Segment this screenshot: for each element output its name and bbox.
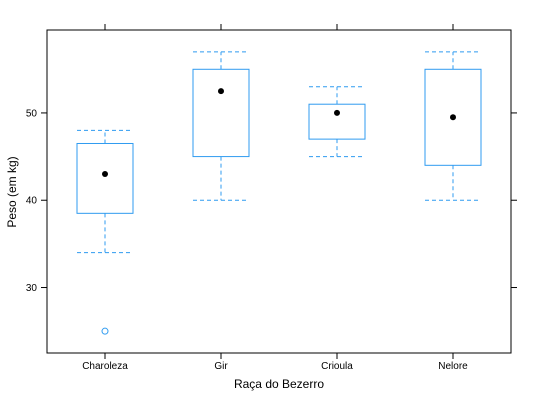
- mean-dot: [102, 171, 108, 178]
- chart-axes: Charoleza Gir Crioula Nelore 30 40 50: [26, 24, 517, 372]
- box-group-nelore: [424, 51, 482, 201]
- box-iqr: [192, 68, 250, 158]
- box-group-charoleza: [76, 129, 134, 335]
- y-tick-label: 40: [26, 196, 38, 207]
- chart-marks: [76, 51, 482, 335]
- box-group-gir: [192, 51, 250, 201]
- y-tick-label: 50: [26, 108, 38, 119]
- y-tick-label: 30: [26, 283, 38, 294]
- mean-dot: [334, 109, 340, 116]
- x-tick-label: Nelore: [438, 361, 468, 372]
- outlier-point: [101, 327, 109, 335]
- box-iqr: [76, 142, 134, 214]
- mean-dot: [450, 114, 456, 121]
- plot-frame: [46, 29, 512, 354]
- x-tick-label: Gir: [214, 361, 228, 372]
- box-group-crioula: [308, 86, 366, 158]
- x-tick-label: Crioula: [321, 361, 353, 372]
- y-axis-label: Peso (em kg): [5, 156, 19, 227]
- box-iqr: [424, 68, 482, 166]
- x-tick-label: Charoleza: [82, 361, 128, 372]
- x-axis-label: Raça do Bezerro: [234, 377, 324, 391]
- mean-dot: [218, 88, 224, 95]
- box-iqr: [308, 103, 366, 140]
